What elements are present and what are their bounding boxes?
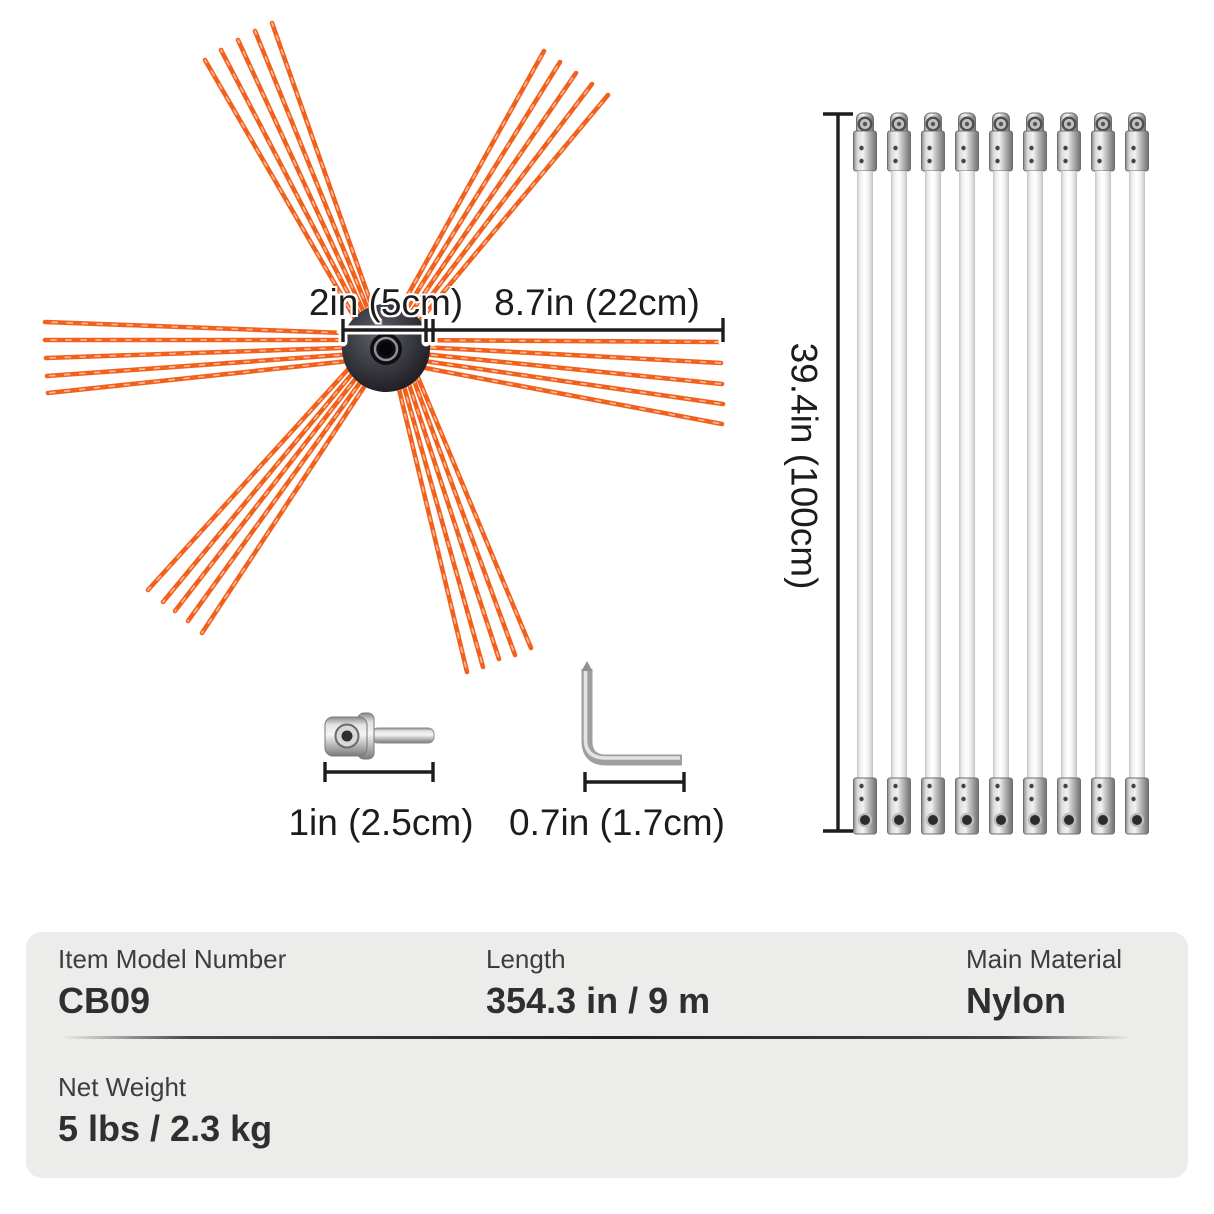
spec-value: Nylon bbox=[966, 980, 1067, 1021]
bristle-group-bottom-right bbox=[395, 372, 534, 675]
spec-value: CB09 bbox=[58, 980, 151, 1021]
bristle-group-bottom-left bbox=[145, 362, 371, 636]
hub-diameter-label: 2in (5cm) bbox=[308, 282, 464, 323]
rod-length-label: 39.4in (100cm) bbox=[783, 342, 825, 590]
adapter-dimension-line bbox=[323, 762, 435, 782]
brush-dimension-line bbox=[336, 313, 730, 347]
spec-value: 354.3 in / 9 m bbox=[486, 980, 711, 1021]
spec-divider bbox=[62, 1036, 1132, 1039]
hex-key-illustration bbox=[581, 661, 686, 792]
spec-label: Main Material bbox=[966, 944, 1123, 974]
hex-key-length-label: 0.7in (1.7cm) bbox=[509, 802, 725, 843]
spec-main-material: Main Material Nylon bbox=[966, 944, 1122, 1024]
rod-dimension-line bbox=[823, 112, 853, 833]
bristle-group-top-right bbox=[397, 48, 611, 328]
spec-label: Length bbox=[486, 944, 566, 974]
adapter-length-label: 1in (2.5cm) bbox=[288, 802, 474, 843]
bristle-length-label: 8.7in (22cm) bbox=[494, 282, 700, 323]
brush-head-illustration bbox=[42, 20, 730, 675]
bristle-group-right bbox=[397, 337, 726, 427]
spec-label: Net Weight bbox=[58, 1072, 187, 1102]
spec-item-model-number: Item Model Number CB09 bbox=[58, 944, 286, 1024]
hex-key-dimension-line bbox=[583, 772, 686, 792]
spec-value: 5 lbs / 2.3 kg bbox=[58, 1108, 273, 1149]
spec-card: Item Model Number CB09 Length 354.3 in /… bbox=[26, 932, 1188, 1178]
bristle-group-left bbox=[42, 319, 375, 396]
spec-label: Item Model Number bbox=[58, 944, 287, 974]
spec-net-weight: Net Weight 5 lbs / 2.3 kg bbox=[58, 1072, 272, 1152]
bristle-group-top-left bbox=[202, 20, 376, 325]
drill-adapter-illustration bbox=[323, 712, 435, 782]
spec-length: Length 354.3 in / 9 m bbox=[486, 944, 710, 1024]
rods-illustration bbox=[823, 111, 1150, 836]
